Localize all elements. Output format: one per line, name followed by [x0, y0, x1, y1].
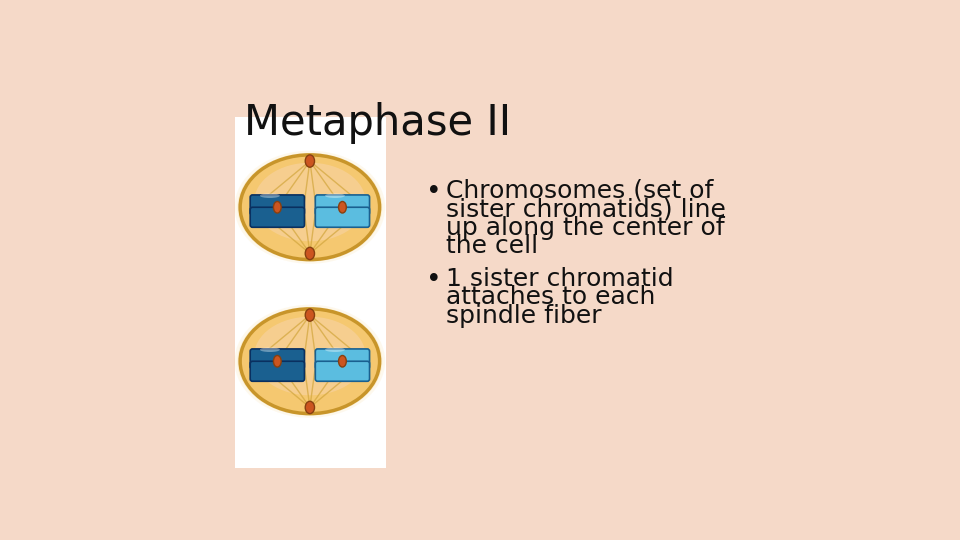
FancyBboxPatch shape — [251, 207, 304, 227]
FancyBboxPatch shape — [315, 361, 370, 381]
Text: •: • — [426, 179, 442, 205]
FancyBboxPatch shape — [315, 207, 370, 227]
Ellipse shape — [240, 155, 379, 260]
Ellipse shape — [234, 305, 385, 418]
Ellipse shape — [240, 309, 379, 414]
Ellipse shape — [325, 347, 345, 352]
Text: up along the center of: up along the center of — [445, 215, 724, 240]
Ellipse shape — [254, 317, 366, 395]
FancyBboxPatch shape — [315, 349, 370, 369]
Text: spindle fiber: spindle fiber — [445, 303, 601, 327]
Ellipse shape — [237, 153, 382, 262]
Text: attaches to each: attaches to each — [445, 285, 655, 309]
FancyBboxPatch shape — [234, 117, 386, 468]
Ellipse shape — [260, 347, 279, 352]
FancyBboxPatch shape — [251, 349, 304, 369]
Ellipse shape — [240, 155, 379, 260]
Text: 1 sister chromatid: 1 sister chromatid — [445, 267, 673, 291]
Ellipse shape — [305, 309, 315, 321]
FancyBboxPatch shape — [315, 195, 370, 215]
Text: sister chromatids) line: sister chromatids) line — [445, 197, 726, 221]
Ellipse shape — [339, 355, 347, 367]
Ellipse shape — [274, 201, 281, 213]
Ellipse shape — [237, 307, 382, 416]
Ellipse shape — [305, 155, 315, 167]
FancyBboxPatch shape — [251, 195, 304, 215]
Text: •: • — [426, 267, 442, 293]
Ellipse shape — [254, 163, 366, 241]
Ellipse shape — [260, 193, 279, 198]
Ellipse shape — [234, 151, 385, 264]
Text: Chromosomes (set of: Chromosomes (set of — [445, 179, 713, 202]
Text: Metaphase II: Metaphase II — [244, 102, 511, 144]
Ellipse shape — [240, 309, 379, 414]
Text: the cell: the cell — [445, 234, 538, 258]
Ellipse shape — [305, 401, 315, 414]
Ellipse shape — [305, 247, 315, 260]
FancyBboxPatch shape — [251, 361, 304, 381]
Ellipse shape — [274, 355, 281, 367]
Ellipse shape — [325, 193, 345, 198]
Ellipse shape — [339, 201, 347, 213]
